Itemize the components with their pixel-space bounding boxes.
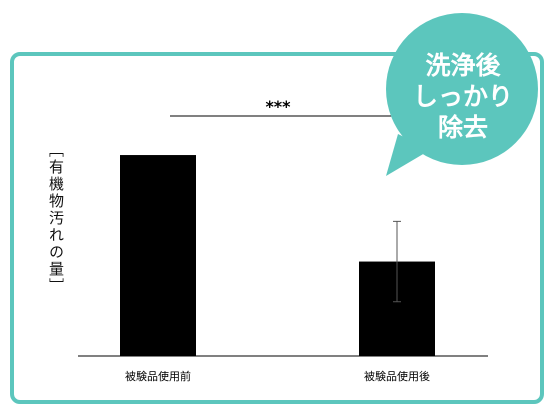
callout-line-1: 洗浄後 [425, 51, 501, 80]
x-tick-label-after: 被験品使用後 [364, 369, 430, 383]
callout-text: 洗浄後 しっかり 除去 [404, 50, 522, 143]
callout-line-2: しっかり [412, 82, 513, 111]
y-axis-label: ［有機物汚れの量］ [47, 142, 65, 295]
significance-marker: *** [265, 97, 291, 116]
bar-0 [120, 155, 196, 356]
x-tick-label-before: 被験品使用前 [125, 369, 191, 383]
callout-line-3: 除去 [437, 113, 488, 142]
